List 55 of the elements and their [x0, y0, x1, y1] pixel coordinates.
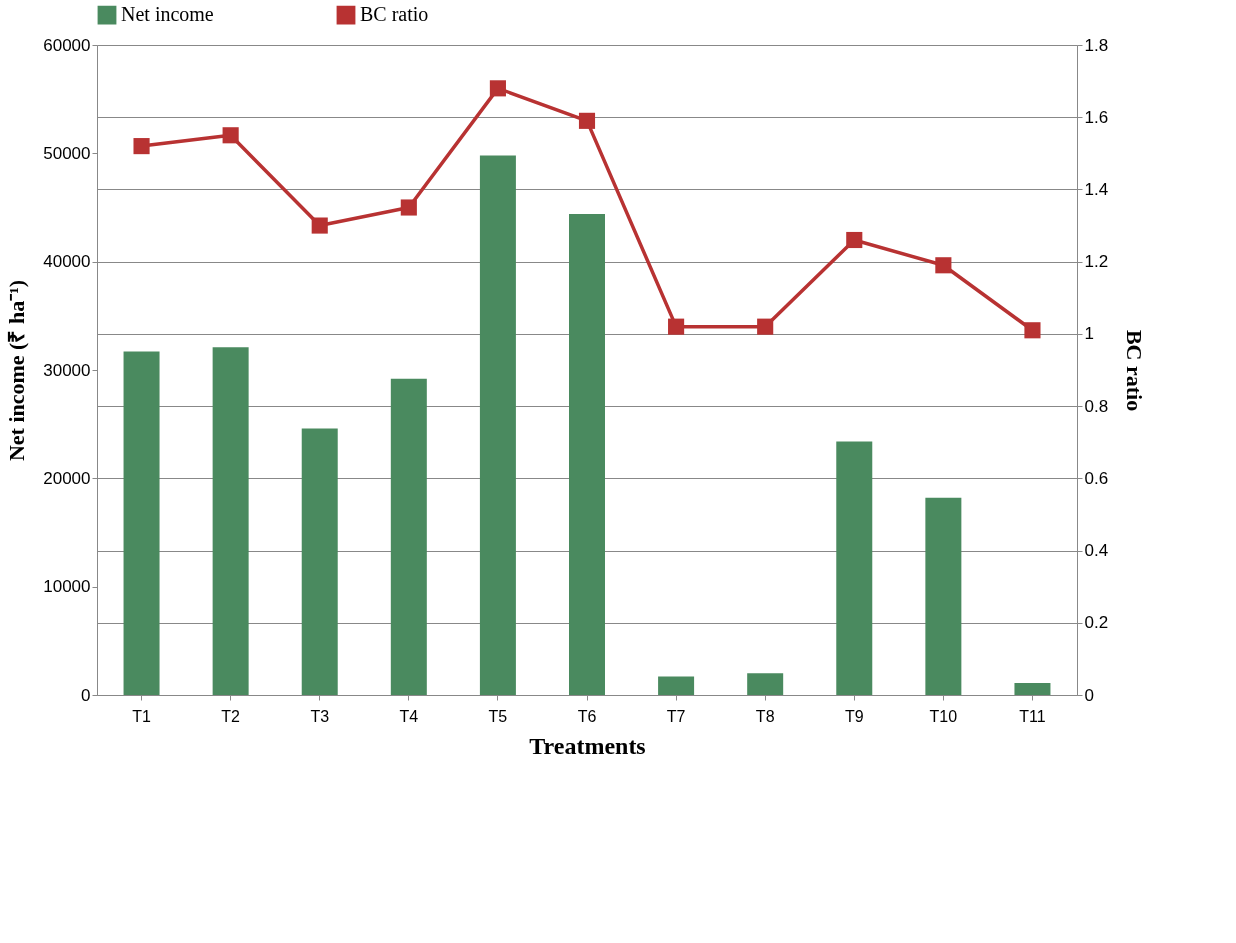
- y-tick-label: 50000: [43, 143, 91, 163]
- y-tick-label: 30000: [43, 360, 91, 380]
- bar: [925, 497, 962, 695]
- y2-tick-label: 0.6: [1084, 468, 1109, 488]
- point: [489, 80, 506, 97]
- x-tick-label: T11: [1019, 707, 1046, 725]
- y2-tick-label: 0.4: [1084, 541, 1109, 561]
- point: [133, 138, 150, 155]
- y-axis-title: Net income (₹ ha⁻¹): [4, 279, 30, 462]
- x-tick-label: T5: [488, 707, 508, 725]
- y2-tick-label: 1.4: [1084, 179, 1109, 199]
- x-tick-label: T7: [666, 707, 686, 725]
- point: [1024, 322, 1041, 339]
- y2-axis-title: BC ratio: [1122, 329, 1148, 412]
- y-tick-label: 40000: [43, 252, 91, 272]
- bar: [658, 676, 695, 695]
- bar: [123, 351, 160, 695]
- x-tick-label: T10: [929, 707, 958, 725]
- bar: [212, 347, 249, 695]
- y2-tick-label: 0.2: [1084, 613, 1109, 633]
- x-tick-label: T8: [755, 707, 775, 725]
- y2-tick-label: 1.2: [1084, 252, 1109, 272]
- y2-tick-label: 1: [1084, 324, 1094, 344]
- point: [222, 127, 239, 144]
- y-tick-label: 60000: [43, 35, 91, 55]
- x-tick-label: T2: [221, 707, 241, 725]
- point: [935, 257, 952, 274]
- x-tick-label: T3: [310, 707, 330, 725]
- y2-tick-label: 1.8: [1084, 35, 1109, 55]
- legend-label: Net income: [121, 3, 214, 26]
- bar: [479, 155, 516, 695]
- x-tick-label: T4: [399, 707, 419, 725]
- y2-tick-label: 0: [1084, 685, 1094, 705]
- point: [846, 231, 863, 249]
- bar: [569, 214, 605, 695]
- y-tick-label: 0: [81, 685, 91, 705]
- x-tick-label: T9: [844, 707, 864, 725]
- x-tick-label: T1: [132, 707, 151, 725]
- point: [578, 112, 596, 129]
- x-axis-title: Treatments: [529, 732, 646, 759]
- y-tick-label: 10000: [43, 577, 91, 597]
- point: [757, 318, 774, 335]
- x-tick-label: T6: [577, 707, 597, 725]
- point: [668, 318, 685, 335]
- y2-tick-label: 1.6: [1084, 107, 1109, 127]
- bar: [747, 673, 784, 695]
- legend-label: BC ratio: [360, 3, 429, 26]
- bar: [1014, 683, 1051, 695]
- y2-tick-label: 0.8: [1084, 396, 1109, 416]
- y-tick-label: 20000: [43, 468, 91, 488]
- point: [400, 199, 417, 216]
- bar: [390, 378, 427, 695]
- point: [311, 217, 328, 234]
- bar: [836, 441, 873, 695]
- bar: [301, 428, 338, 695]
